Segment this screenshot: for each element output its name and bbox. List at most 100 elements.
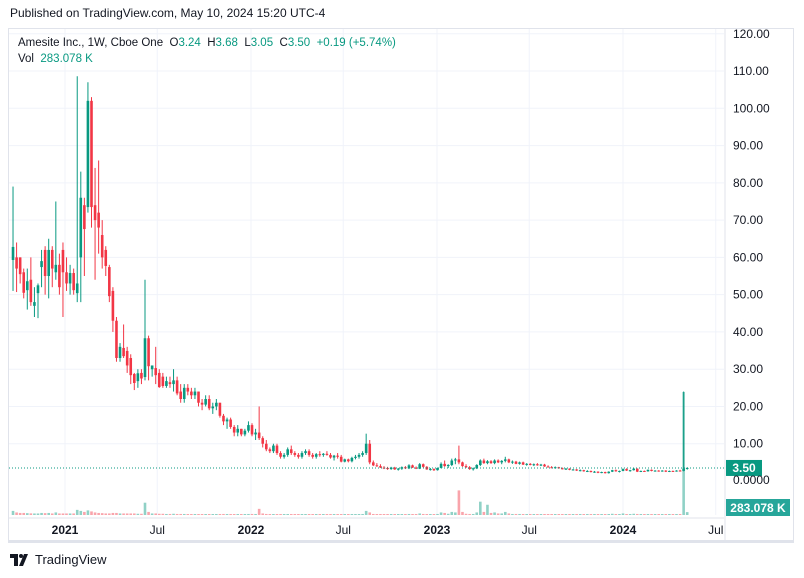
- volume-bar: [100, 513, 104, 515]
- candle-up: [47, 249, 50, 277]
- volume-bar: [200, 514, 204, 515]
- volume-bar: [586, 514, 589, 515]
- candle-down: [546, 466, 550, 468]
- candle-down: [468, 467, 471, 470]
- candle-up: [511, 461, 514, 463]
- candle-up: [25, 281, 29, 291]
- y-tick-label: 120.00: [733, 27, 770, 41]
- volume-bar: [454, 512, 457, 515]
- volume-bar: [354, 514, 357, 515]
- volume-bar: [621, 513, 625, 515]
- volume-bar: [664, 514, 668, 515]
- volume-bar: [18, 512, 22, 515]
- candle-down: [186, 387, 190, 392]
- candle-down: [18, 257, 22, 275]
- volume-bar: [222, 513, 225, 515]
- volume-bar: [150, 513, 154, 515]
- volume-bar: [496, 513, 500, 515]
- volume-bar: [286, 514, 289, 515]
- volume-bar: [11, 510, 15, 515]
- candle-down: [461, 462, 464, 467]
- volume-bar: [79, 510, 83, 515]
- volume-bar: [461, 511, 464, 515]
- volume-bar: [379, 514, 382, 515]
- volume-bar: [511, 513, 514, 515]
- volume-bar: [15, 512, 18, 515]
- candle-up: [357, 454, 361, 457]
- volume-bar: [432, 514, 436, 515]
- candle-up: [247, 425, 250, 431]
- volume-bar: [232, 514, 236, 515]
- volume-bar: [182, 513, 186, 515]
- candle-down: [190, 391, 193, 396]
- candle-up: [539, 464, 543, 466]
- volume-bar: [272, 514, 275, 515]
- candle-down: [154, 368, 158, 376]
- volume-bar: [50, 513, 54, 515]
- candle-down: [268, 449, 272, 452]
- volume-bar: [350, 514, 354, 515]
- y-tick-label: 50.00: [733, 288, 763, 302]
- candle-down: [375, 465, 379, 467]
- open-value: 3.24: [178, 37, 201, 49]
- candle-up: [621, 469, 625, 471]
- candle-up: [361, 453, 364, 455]
- volume-bar: [639, 514, 643, 515]
- volume-bar: [528, 514, 532, 515]
- volume-bar: [564, 514, 568, 515]
- volume-bar: [307, 514, 311, 515]
- volume-bar: [282, 514, 286, 515]
- candle-down: [589, 470, 593, 473]
- volume-bar: [382, 514, 386, 515]
- candle-down: [65, 272, 68, 284]
- candle-up: [618, 470, 621, 472]
- volume-bar: [389, 514, 393, 515]
- candle-down: [200, 402, 204, 405]
- volume-bar: [543, 514, 546, 515]
- volume-bar: [500, 513, 504, 515]
- candle-up: [454, 459, 457, 461]
- volume-bar: [625, 514, 628, 515]
- candle-down: [339, 456, 343, 462]
- candle-up: [646, 469, 650, 472]
- candle-down: [50, 249, 54, 269]
- volume-bar: [671, 514, 675, 515]
- volume-bar: [518, 513, 521, 515]
- candle-down: [625, 469, 628, 471]
- volume-bar: [129, 513, 133, 515]
- low-label: L: [244, 37, 251, 49]
- candle-down: [464, 466, 468, 468]
- x-tick-label: 2022: [238, 523, 265, 537]
- candle-down: [329, 454, 332, 458]
- volume-bar: [154, 513, 158, 515]
- candle-down: [104, 249, 108, 266]
- candle-down: [664, 470, 668, 472]
- candle-down: [325, 453, 329, 455]
- candle-down: [179, 391, 182, 400]
- tradingview-logo[interactable]: TradingView: [10, 552, 107, 567]
- volume-bar: [229, 514, 232, 515]
- candle-down: [29, 279, 33, 303]
- candle-up: [436, 467, 439, 471]
- volume-bar: [628, 514, 632, 515]
- symbol-title[interactable]: Amesite Inc., 1W, Cboe One: [18, 37, 164, 49]
- volume-bar: [418, 513, 421, 515]
- candle-up: [118, 346, 122, 359]
- price-tag-label: 3.50: [732, 461, 756, 475]
- x-tick-label: Jul: [708, 523, 723, 537]
- volume-bar: [143, 502, 147, 515]
- candle-down: [43, 249, 47, 277]
- volume-bar: [136, 513, 140, 515]
- volume-bar: [364, 510, 368, 515]
- candle-down: [100, 235, 104, 258]
- volume-bar: [568, 514, 571, 515]
- candle-down: [650, 469, 653, 471]
- candle-up: [282, 454, 286, 457]
- chart-legend: Amesite Inc., 1W, Cboe One O3.24 H3.68 L…: [18, 35, 396, 67]
- y-tick-label: 10.00: [733, 437, 763, 451]
- y-tick-label: 40.00: [733, 325, 763, 339]
- candle-down: [582, 470, 586, 472]
- volume-bar: [618, 514, 621, 515]
- candle-down: [414, 467, 418, 469]
